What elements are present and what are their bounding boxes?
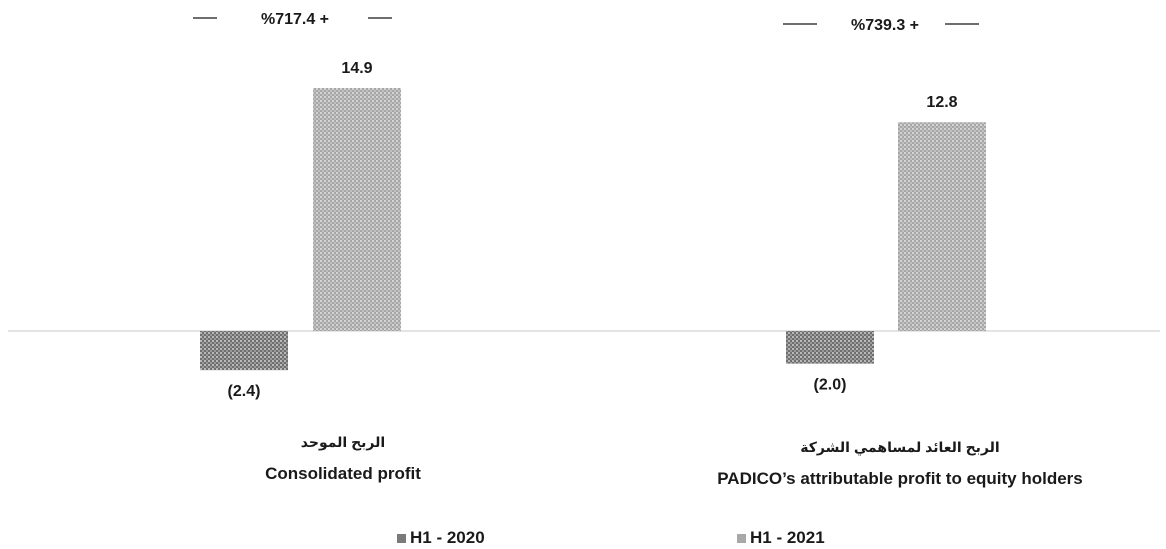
category-label-english-0: Consolidated profit xyxy=(265,464,421,483)
value-label-h1-2020-attributable: (2.0) xyxy=(814,377,847,394)
legend-swatch-h1-2021 xyxy=(737,533,746,543)
bar-h1-2020-attributable xyxy=(786,331,874,364)
bar-h1-2021-attributable xyxy=(898,122,986,331)
legend-item-h1-2020: H1 - 2020 xyxy=(397,528,485,548)
growth-annotation-1: %739.3 + xyxy=(783,17,979,34)
growth-label-1: %739.3 + xyxy=(851,17,919,34)
growth-label-0: %717.4 + xyxy=(261,11,329,28)
category-label-arabic-1: الربح العائد لمساهمي الشركة xyxy=(800,439,999,456)
category-label-arabic-0: الربح الموحد xyxy=(301,434,385,451)
legend-label-h1-2020: H1 - 2020 xyxy=(410,528,485,547)
value-label-h1-2020-consolidated: (2.4) xyxy=(228,383,261,400)
legend-swatch-h1-2020 xyxy=(397,533,406,543)
value-label-h1-2021-attributable: 12.8 xyxy=(926,94,957,111)
bar-h1-2020-consolidated xyxy=(200,331,288,371)
legend-item-h1-2021: H1 - 2021 xyxy=(737,528,825,548)
bar-h1-2021-consolidated xyxy=(313,88,401,331)
value-label-h1-2021-consolidated: 14.9 xyxy=(341,60,372,77)
growth-annotation-0: %717.4 + xyxy=(193,11,392,28)
legend-label-h1-2021: H1 - 2021 xyxy=(750,528,825,547)
category-label-english-1: PADICO’s attributable profit to equity h… xyxy=(717,469,1083,488)
